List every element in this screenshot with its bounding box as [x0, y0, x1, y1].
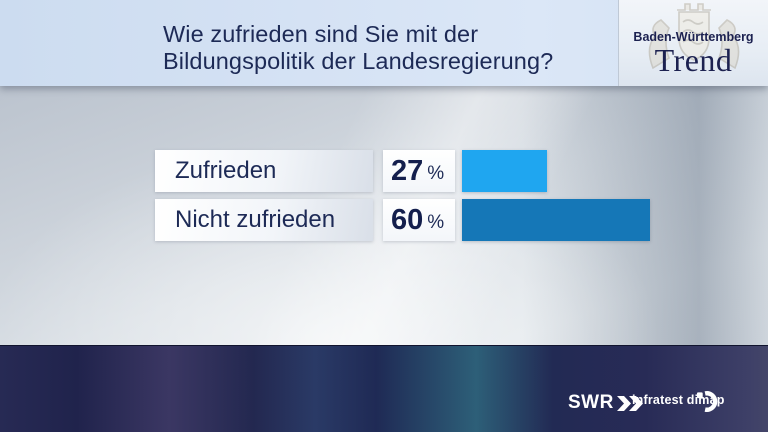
brand-region-label: Baden-Württemberg — [633, 30, 754, 44]
coat-of-arms-icon — [648, 3, 740, 70]
bar-not-satisfied — [462, 199, 650, 241]
dimap-logo-icon — [696, 391, 718, 412]
bar-value: 60 — [391, 203, 424, 236]
bar-category-label: Zufrieden — [175, 157, 277, 184]
bar-row-zufrieden: Zufrieden 27 % — [155, 150, 650, 192]
bar-satisfied — [462, 150, 547, 192]
bar-category-label: Nicht zufrieden — [175, 206, 336, 233]
bar-chart: Zufrieden 27 % Nicht zufrieden 60 % — [155, 150, 650, 248]
title-line-1: Wie zufrieden sind Sie mit der — [163, 21, 479, 47]
swr-logo: SWR — [568, 392, 645, 414]
bar-label-panel: Zufrieden — [155, 150, 373, 192]
brand-panel: Baden-Württemberg Trend — [618, 0, 768, 86]
header-band: Wie zufrieden sind Sie mit der Bildungsp… — [0, 0, 768, 86]
page-title: Wie zufrieden sind Sie mit der Bildungsp… — [163, 21, 553, 75]
percent-sign: % — [427, 163, 445, 184]
bar-value-panel: 27 % — [383, 150, 455, 192]
footer-bar — [0, 345, 768, 432]
bar-label-panel: Nicht zufrieden — [155, 199, 373, 241]
bar-value-panel: 60 % — [383, 199, 455, 241]
percent-sign: % — [427, 212, 445, 233]
swr-wordmark: SWR — [568, 392, 614, 413]
bar-value: 27 — [391, 154, 424, 187]
double-chevron-icon — [616, 395, 643, 411]
bar-row-nicht-zufrieden: Nicht zufrieden 60 % — [155, 199, 650, 241]
title-line-2: Bildungspolitik der Landesregierung? — [163, 48, 554, 74]
brand-name-label: Trend — [654, 42, 733, 78]
